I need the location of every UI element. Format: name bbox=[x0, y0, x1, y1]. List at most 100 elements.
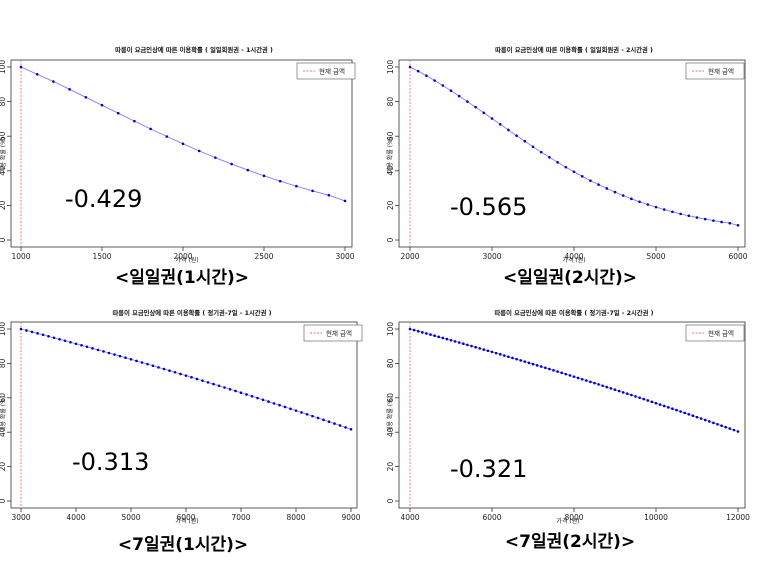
data-point bbox=[548, 367, 551, 371]
chart-caption: <일일권(2시간)> bbox=[503, 268, 637, 288]
x-tick-label: 1500 bbox=[92, 252, 111, 261]
data-point bbox=[262, 174, 266, 178]
data-point bbox=[466, 343, 469, 347]
data-point bbox=[712, 421, 715, 425]
data-point bbox=[113, 353, 116, 356]
data-point bbox=[605, 187, 609, 190]
data-point bbox=[245, 393, 248, 396]
data-point bbox=[671, 407, 674, 411]
data-point bbox=[201, 379, 204, 382]
data-point bbox=[494, 351, 498, 355]
data-point bbox=[556, 161, 559, 164]
data-point bbox=[708, 420, 711, 423]
data-point bbox=[149, 127, 152, 131]
y-tick-label: 60 bbox=[386, 131, 395, 141]
data-point bbox=[52, 336, 56, 340]
data-point bbox=[605, 385, 609, 389]
plot-frame bbox=[10, 59, 353, 248]
data-point bbox=[408, 65, 412, 69]
data-point bbox=[556, 370, 559, 373]
data-point bbox=[638, 200, 641, 204]
data-point bbox=[146, 362, 149, 366]
data-point bbox=[593, 381, 596, 385]
data-point bbox=[703, 418, 707, 422]
data-point bbox=[289, 407, 292, 411]
data-point bbox=[349, 427, 353, 431]
data-point bbox=[519, 359, 522, 362]
y-tick-label: 0 bbox=[0, 498, 7, 503]
data-point bbox=[19, 65, 23, 69]
x-tick-label: 3000 bbox=[482, 252, 501, 261]
data-point bbox=[179, 372, 182, 376]
data-point bbox=[466, 100, 469, 103]
data-point bbox=[482, 348, 486, 351]
data-point bbox=[585, 379, 588, 382]
y-tick-label: 60 bbox=[0, 131, 7, 141]
data-point bbox=[728, 221, 732, 225]
data-point bbox=[425, 332, 428, 335]
data-point bbox=[184, 374, 188, 377]
data-point bbox=[646, 203, 650, 206]
y-tick-label: 0 bbox=[0, 237, 7, 242]
data-point bbox=[30, 330, 34, 334]
x-axis-label: 가격 (원) bbox=[175, 256, 198, 264]
data-point bbox=[283, 405, 287, 409]
data-point bbox=[716, 422, 719, 426]
data-point bbox=[239, 391, 243, 395]
data-point bbox=[474, 345, 477, 349]
data-point bbox=[544, 366, 547, 370]
data-point bbox=[626, 392, 629, 396]
data-point bbox=[412, 328, 416, 332]
data-point bbox=[462, 342, 465, 346]
legend-label: 현재 금액 bbox=[708, 330, 734, 338]
y-tick-label: 40 bbox=[0, 427, 7, 437]
data-point bbox=[474, 105, 477, 109]
data-point bbox=[580, 175, 584, 178]
data-point bbox=[646, 399, 650, 402]
data-point bbox=[300, 411, 303, 414]
data-point bbox=[683, 411, 686, 415]
y-tick-label: 20 bbox=[386, 462, 395, 472]
data-point bbox=[327, 193, 331, 197]
data-point bbox=[35, 72, 39, 76]
data-point bbox=[695, 216, 699, 219]
x-tick-label: 3000 bbox=[11, 513, 30, 522]
data-point bbox=[658, 403, 662, 406]
series-line bbox=[20, 328, 352, 430]
x-tick-label: 9000 bbox=[341, 513, 360, 522]
data-point bbox=[511, 356, 514, 360]
series-line bbox=[409, 328, 739, 432]
chart-caption: <7일권(2시간)> bbox=[505, 532, 635, 552]
data-point bbox=[305, 412, 309, 416]
data-point bbox=[445, 337, 449, 341]
data-point bbox=[278, 179, 282, 183]
data-point bbox=[441, 336, 445, 340]
data-point bbox=[140, 361, 144, 364]
data-point bbox=[621, 194, 625, 197]
data-point bbox=[256, 396, 259, 400]
data-point bbox=[662, 208, 666, 211]
y-tick-label: 80 bbox=[386, 358, 395, 368]
data-point bbox=[589, 179, 592, 182]
data-point bbox=[490, 117, 494, 120]
data-point bbox=[654, 401, 658, 405]
data-point bbox=[295, 184, 298, 188]
data-point bbox=[478, 347, 482, 350]
y-tick-label: 20 bbox=[0, 200, 7, 210]
data-point bbox=[498, 353, 502, 356]
data-point bbox=[589, 380, 592, 384]
data-point bbox=[732, 428, 736, 432]
data-point bbox=[503, 354, 506, 357]
data-point bbox=[421, 331, 424, 334]
data-point bbox=[580, 377, 584, 381]
x-tick-label: 6000 bbox=[728, 252, 747, 261]
data-point bbox=[316, 416, 320, 420]
data-point bbox=[107, 351, 111, 355]
data-point bbox=[671, 210, 674, 214]
data-point bbox=[720, 424, 723, 428]
data-point bbox=[84, 95, 88, 99]
y-tick-label: 0 bbox=[386, 237, 395, 242]
data-point bbox=[47, 334, 50, 338]
y-tick-label: 60 bbox=[0, 393, 7, 403]
data-point bbox=[527, 361, 531, 365]
